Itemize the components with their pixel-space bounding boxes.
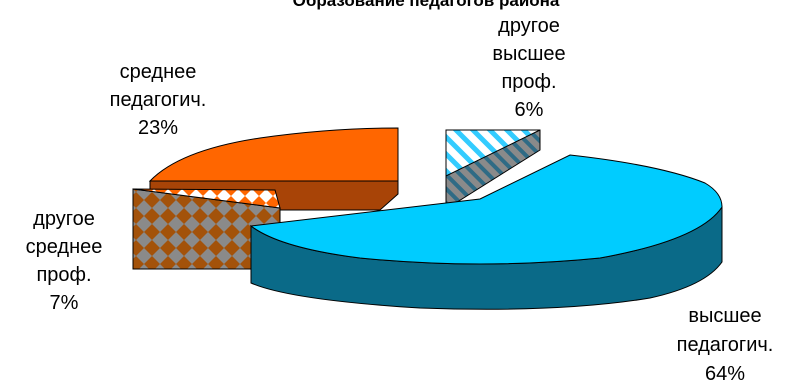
svg-text:7%: 7% [50, 292, 79, 314]
svg-text:высшее: высшее [492, 43, 565, 65]
slice-drugoe-srednee-prof [132, 188, 281, 270]
label-drugoe-vysshee-prof: другое высшее проф. 6% [492, 15, 565, 121]
svg-text:среднее: среднее [120, 61, 197, 83]
svg-text:23%: 23% [138, 117, 178, 139]
svg-text:проф.: проф. [36, 264, 91, 286]
svg-text:проф.: проф. [501, 71, 556, 93]
svg-text:другое: другое [498, 15, 560, 37]
svg-text:педагогич.: педагогич. [677, 334, 774, 356]
slice-vysshee-pedagogich [249, 154, 723, 310]
svg-text:64%: 64% [705, 363, 745, 383]
label-vysshee-pedagogich: высшее педагогич. 64% [677, 305, 774, 383]
svg-text:высшее: высшее [688, 305, 761, 327]
svg-text:педагогич.: педагогич. [110, 89, 207, 111]
chart-title: Образование педагогов района [293, 0, 560, 10]
label-srednee-pedagogich: среднее педагогич. 23% [110, 61, 207, 139]
slice-drugoe-vysshee-prof [445, 129, 541, 205]
svg-text:6%: 6% [515, 99, 544, 121]
svg-text:среднее: среднее [26, 236, 103, 258]
svg-text:другое: другое [33, 208, 95, 230]
label-drugoe-srednee-prof: другое среднее проф. 7% [26, 208, 103, 314]
